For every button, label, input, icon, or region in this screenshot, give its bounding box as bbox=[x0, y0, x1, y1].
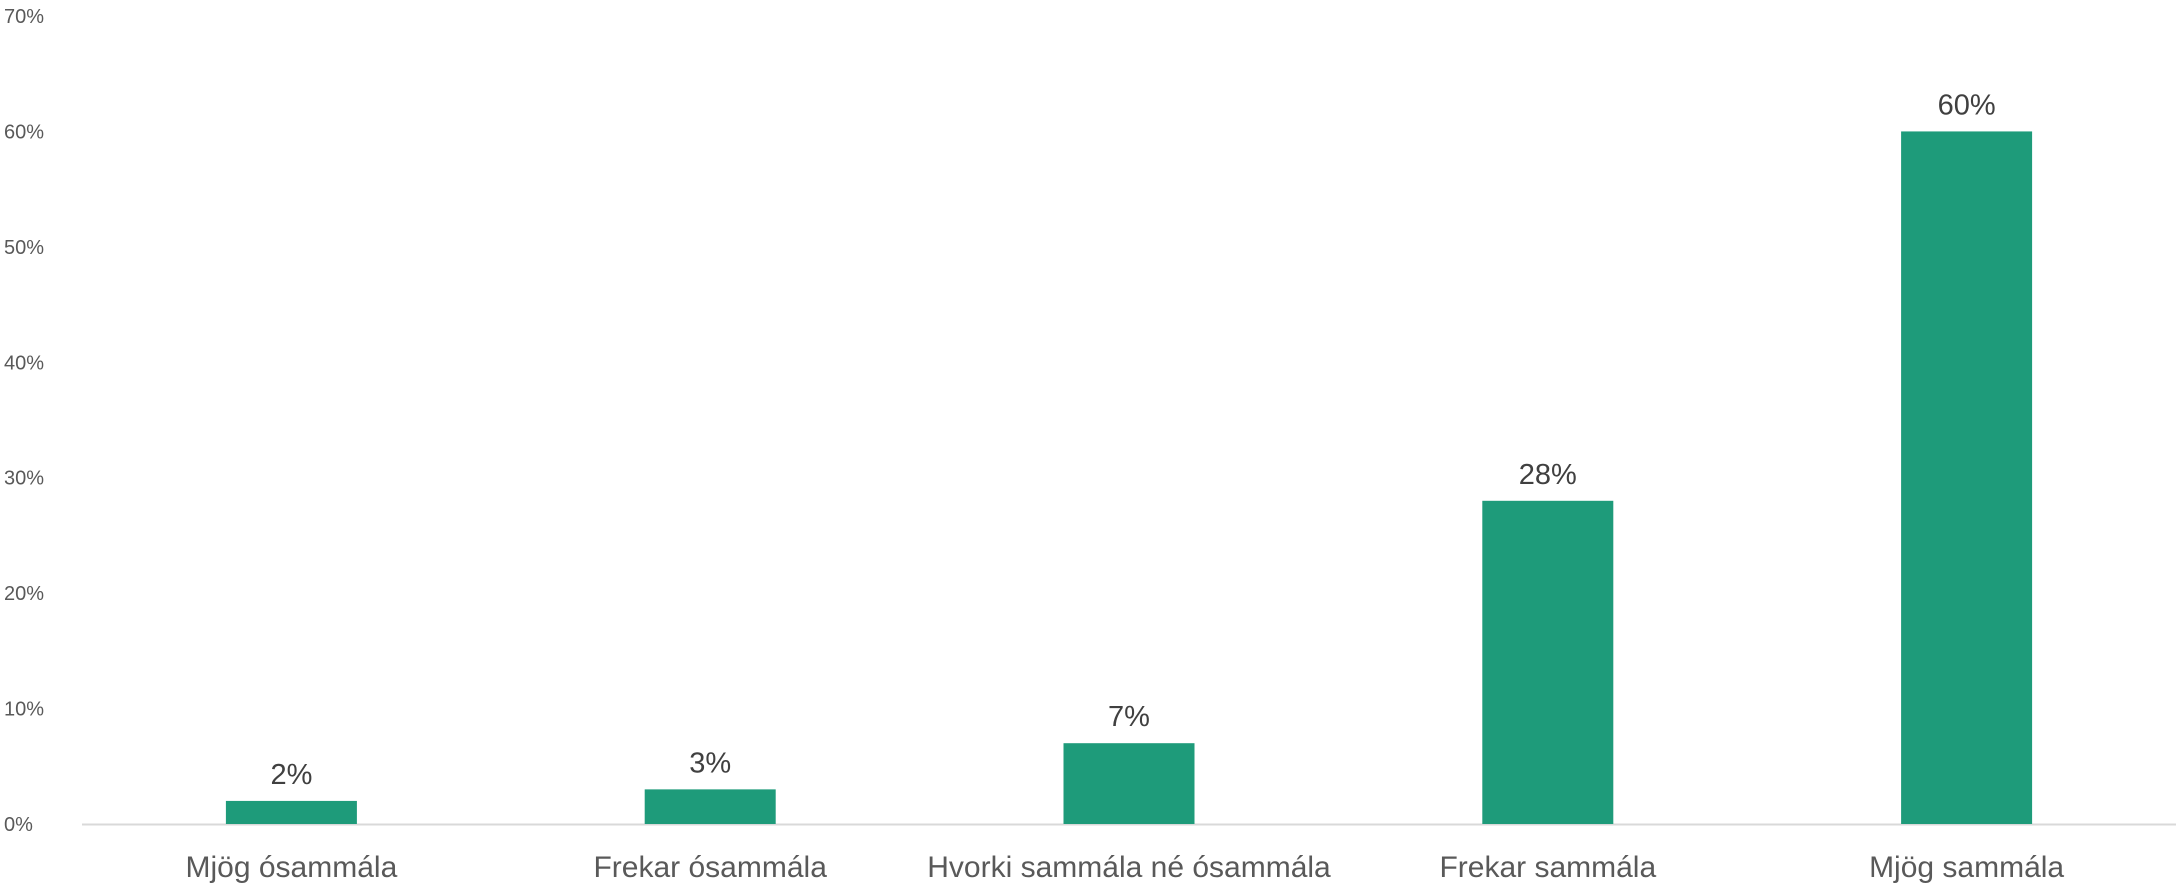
bar bbox=[1063, 743, 1195, 824]
y-tick-label: 50% bbox=[4, 237, 44, 259]
data-label: 2% bbox=[270, 759, 312, 791]
y-tick-label: 70% bbox=[4, 6, 44, 28]
data-labels: 2% 3% 7% 28% 60% bbox=[270, 89, 1995, 790]
y-tick-label: 10% bbox=[4, 699, 44, 721]
bar bbox=[1482, 500, 1614, 824]
x-axis-ticks: Mjög ósammála Frekar ósammála Hvorki sammá… bbox=[186, 851, 2065, 884]
x-tick-label: Hvorki sammála né ósammála bbox=[927, 851, 1331, 884]
x-tick-label: Frekar ósammála bbox=[593, 851, 827, 884]
data-label: 7% bbox=[1108, 701, 1150, 733]
bar bbox=[225, 800, 357, 824]
y-tick-label: 30% bbox=[4, 468, 44, 490]
data-label: 3% bbox=[689, 747, 731, 779]
x-tick-label: Mjög ósammála bbox=[186, 851, 398, 884]
y-tick-label: 20% bbox=[4, 583, 44, 605]
x-tick-label: Frekar sammála bbox=[1439, 851, 1656, 884]
y-axis-ticks: 0% 10% 20% 30% 40% 50% 60% 70% bbox=[4, 6, 44, 836]
bar bbox=[1901, 131, 2033, 824]
data-label: 60% bbox=[1938, 89, 1996, 121]
y-tick-label: 40% bbox=[4, 352, 44, 374]
y-tick-label: 0% bbox=[4, 814, 33, 836]
bars bbox=[225, 131, 2033, 824]
data-label: 28% bbox=[1519, 459, 1577, 491]
x-tick-label: Mjög sammála bbox=[1869, 851, 2064, 884]
y-tick-label: 60% bbox=[4, 121, 44, 143]
bar bbox=[644, 789, 776, 824]
